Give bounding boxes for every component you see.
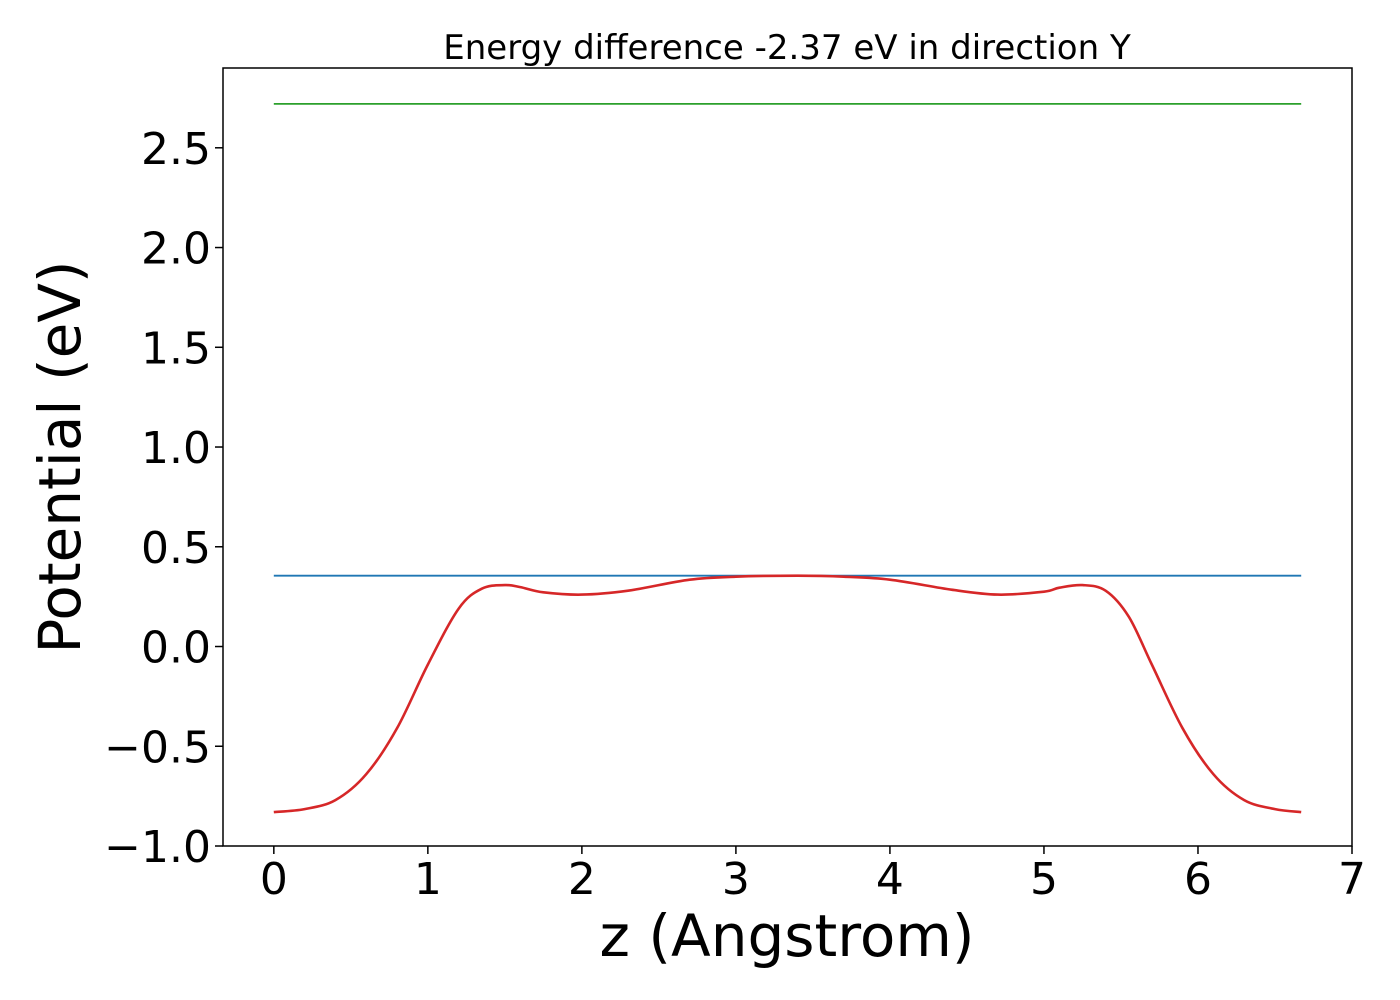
chart-title: Energy difference -2.37 eV in direction … — [443, 28, 1131, 68]
x-tick-label: 4 — [876, 854, 904, 905]
y-tick-label: 2.0 — [141, 224, 211, 275]
x-axis: 0 1 2 3 4 5 6 7 — [260, 846, 1366, 905]
x-axis-label: z (Angstrom) — [600, 902, 975, 970]
y-tick-label: 0.0 — [141, 623, 211, 674]
y-tick-label: 1.5 — [141, 323, 211, 374]
x-tick-label: 2 — [568, 854, 596, 905]
x-tick-label: 5 — [1030, 854, 1058, 905]
plot-frame — [222, 67, 1353, 847]
y-axis: −1.0 −0.5 0.0 0.5 1.0 1.5 2.0 2.5 — [104, 124, 223, 873]
x-tick-label: 0 — [260, 854, 288, 905]
y-axis-label: Potential (eV) — [26, 260, 94, 653]
y-tick-label: 1.0 — [141, 423, 211, 474]
series-line-2 — [273, 574, 1302, 814]
y-tick-label: −0.5 — [104, 722, 211, 773]
x-tick-label: 1 — [414, 854, 442, 905]
x-tick-label: 7 — [1338, 854, 1366, 905]
series-layer — [273, 103, 1302, 814]
x-tick-label: 3 — [722, 854, 750, 905]
y-tick-label: 0.5 — [141, 523, 211, 574]
y-tick-label: −1.0 — [104, 822, 211, 873]
y-tick-label: 2.5 — [141, 124, 211, 175]
x-tick-label: 6 — [1184, 854, 1212, 905]
